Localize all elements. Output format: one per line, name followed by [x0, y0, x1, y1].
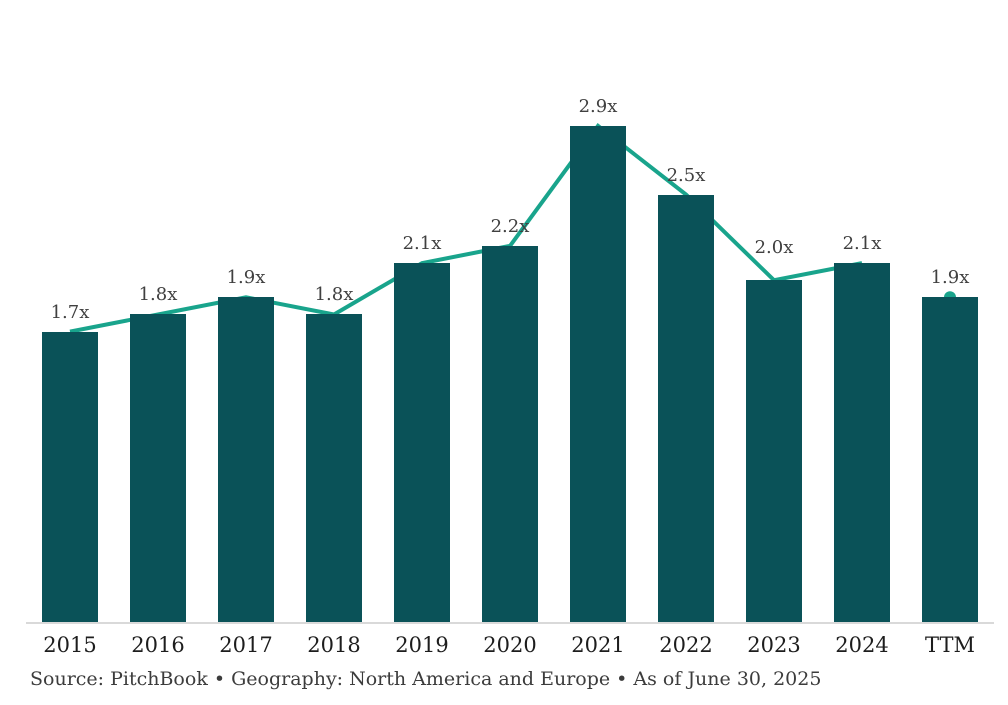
- bar-2015: [42, 331, 98, 622]
- bar-2023: [746, 280, 802, 622]
- bar-2021: [570, 125, 626, 622]
- value-label-2022: 2.5x: [666, 164, 706, 186]
- x-axis-label-2016: 2016: [131, 633, 185, 657]
- value-label-2024: 2.1x: [842, 233, 882, 255]
- value-label-2016: 1.8x: [138, 284, 178, 306]
- bar-2017: [218, 297, 274, 622]
- x-axis-label-2018: 2018: [307, 633, 361, 657]
- value-label-2021: 2.9x: [578, 95, 618, 117]
- x-axis-label-2017: 2017: [219, 633, 273, 657]
- x-axis-line: [26, 622, 994, 624]
- bar-2022: [658, 194, 714, 622]
- source-footer: Source: PitchBook • Geography: North Ame…: [30, 668, 822, 690]
- x-axis-label-2024: 2024: [835, 633, 889, 657]
- x-axis-label-2019: 2019: [395, 633, 449, 657]
- x-axis-label-2020: 2020: [483, 633, 537, 657]
- x-axis-label-2021: 2021: [571, 633, 625, 657]
- trend-line: [69, 123, 863, 334]
- bar-2019: [394, 263, 450, 622]
- value-label-2015: 1.7x: [50, 301, 90, 323]
- value-label-2017: 1.9x: [226, 267, 266, 289]
- x-axis-label-ttm: TTM: [925, 633, 975, 657]
- value-label-2019: 2.1x: [402, 233, 442, 255]
- x-axis-label-2022: 2022: [659, 633, 713, 657]
- bar-2020: [482, 245, 538, 622]
- bar-2024: [834, 263, 890, 622]
- bar-2016: [130, 314, 186, 622]
- value-label-ttm: 1.9x: [930, 267, 970, 289]
- value-label-2023: 2.0x: [754, 237, 794, 259]
- value-label-2020: 2.2x: [490, 215, 530, 237]
- x-axis-label-2023: 2023: [747, 633, 801, 657]
- value-label-2018: 1.8x: [314, 284, 354, 306]
- x-axis-label-2015: 2015: [43, 633, 97, 657]
- bar-ttm: [922, 297, 978, 622]
- bar-2018: [306, 314, 362, 622]
